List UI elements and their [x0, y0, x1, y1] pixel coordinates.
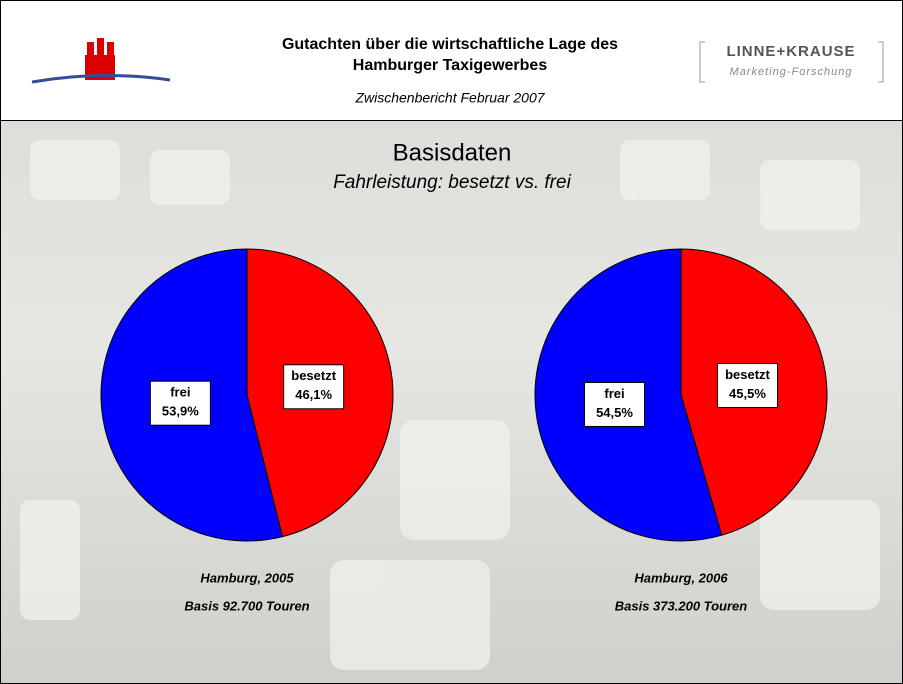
slide-subtitle: Fahrleistung: besetzt vs. frei: [333, 172, 571, 193]
slice-category: besetzt: [725, 367, 770, 382]
chart-title: Hamburg, 2006: [634, 570, 728, 585]
header-title: Hamburger Taxigewerbes: [353, 57, 548, 74]
slice-category: frei: [604, 386, 624, 401]
chart-title: Hamburg, 2005: [200, 570, 294, 585]
slice-value-label: 54,5%: [596, 405, 633, 420]
slice-category: frei: [170, 385, 190, 400]
slide-title: Basisdaten: [393, 139, 512, 166]
logo-name: LINNE+KRAUSE: [726, 43, 855, 60]
logo-tagline: Marketing-Forschung: [730, 66, 853, 78]
slide: Gutachten über die wirtschaftliche Lage …: [0, 0, 903, 684]
header-subtitle: Zwischenbericht Februar 2007: [354, 90, 545, 106]
slice-value-label: 53,9%: [162, 404, 199, 419]
header-title: Gutachten über die wirtschaftliche Lage …: [282, 36, 618, 53]
slice-value-label: 45,5%: [729, 386, 766, 401]
slice-category: besetzt: [291, 368, 336, 383]
page: Gutachten über die wirtschaftliche Lage …: [0, 0, 903, 684]
chart-subtitle: Basis 373.200 Touren: [615, 598, 748, 613]
chart-subtitle: Basis 92.700 Touren: [184, 598, 309, 613]
slice-value-label: 46,1%: [295, 387, 332, 402]
